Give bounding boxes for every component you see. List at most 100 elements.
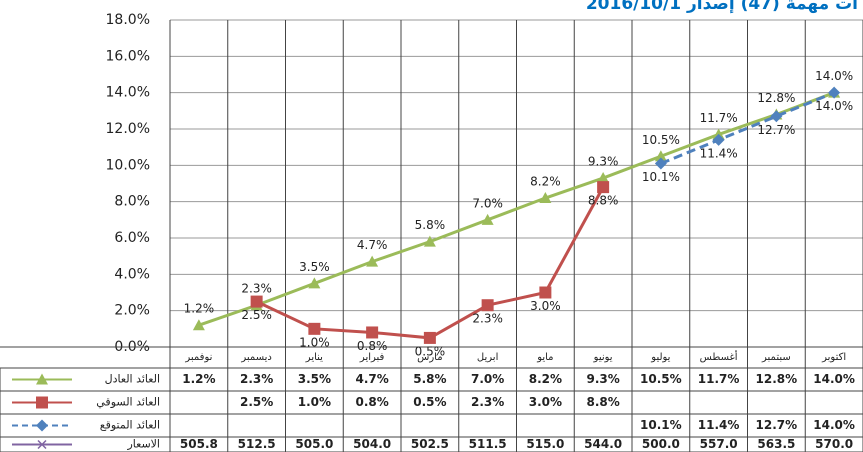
point	[250, 295, 263, 308]
data-label: 2.3%	[472, 312, 503, 326]
table-cell: 544.0	[584, 437, 622, 451]
x-tick-label: مارس	[417, 352, 442, 363]
y-tick-label: 12.0%	[106, 121, 150, 137]
table-cell: 7.0%	[471, 372, 504, 386]
table-cell: 0.5%	[413, 395, 446, 409]
legend-label: العائد العادل	[105, 373, 160, 386]
table-cell: 10.5%	[640, 372, 682, 386]
legend-marker	[37, 439, 47, 450]
point	[366, 326, 379, 339]
table-cell: 1.0%	[298, 395, 331, 409]
x-tick-label: أغسطس	[700, 350, 738, 363]
y-tick-label: 6.0%	[114, 230, 150, 246]
legend-label: الاسعار	[126, 438, 160, 451]
data-label: 12.7%	[757, 123, 795, 137]
chart-title: ات مهمة (47) إصدار 2016/10/1	[586, 0, 858, 14]
point	[654, 150, 667, 162]
table-cell: 570.0	[815, 437, 853, 451]
data-label: 14.0%	[815, 69, 853, 83]
point	[770, 110, 783, 123]
data-label: 3.0%	[530, 299, 561, 313]
data-label: 0.5%	[415, 344, 446, 358]
data-label: 9.3%	[588, 155, 619, 169]
y-tick-label: 16.0%	[106, 48, 150, 64]
series-line	[198, 91, 835, 327]
data-label: 11.4%	[700, 146, 738, 160]
table-cell: 0.8%	[355, 395, 388, 409]
data-label: 1.0%	[299, 335, 330, 349]
data-label: 8.8%	[588, 194, 619, 208]
point	[423, 235, 436, 247]
y-tick-label: 8.0%	[114, 194, 150, 210]
table-cell: 4.7%	[355, 372, 388, 386]
point	[423, 331, 436, 344]
table-cell: 5.8%	[413, 372, 446, 386]
y-tick-label: 4.0%	[114, 266, 150, 282]
table-cell: 3.5%	[298, 372, 331, 386]
point	[481, 299, 494, 312]
data-label: 10.5%	[642, 133, 680, 147]
point	[366, 255, 379, 267]
point	[192, 319, 205, 331]
data-label: 1.2%	[184, 302, 215, 316]
data-label: 5.8%	[415, 218, 446, 232]
table-cell: 500.0	[642, 437, 680, 451]
data-label: 4.7%	[357, 238, 388, 252]
data-label: 3.5%	[299, 260, 330, 274]
table-cell: 10.1%	[640, 418, 682, 432]
table-cell: 9.3%	[586, 372, 619, 386]
data-label: 7.0%	[472, 196, 503, 210]
table-cell: 8.2%	[529, 372, 562, 386]
point	[308, 277, 321, 289]
x-tick-label: ديسمبر	[240, 352, 271, 363]
x-tick-label: يونيو	[593, 352, 613, 363]
table-cell: 2.5%	[240, 395, 273, 409]
x-tick-label: مايو	[536, 352, 553, 363]
legend-label: العائد المتوقع	[100, 419, 160, 432]
data-label: 2.5%	[241, 308, 272, 322]
table-cell: 502.5	[411, 437, 449, 451]
x-tick-label: اكتوبر	[821, 352, 846, 363]
x-tick-label: فبراير	[359, 352, 385, 363]
table-cell: 504.0	[353, 437, 391, 451]
table-cell: 8.8%	[586, 395, 619, 409]
data-label: 11.7%	[700, 111, 738, 125]
point	[539, 286, 552, 299]
x-tick-label: ابريل	[477, 352, 498, 363]
table-cell: 505.0	[295, 437, 333, 451]
legend-label: العائد السوقي	[96, 396, 160, 409]
table-cell: 515.0	[526, 437, 564, 451]
data-label: 2.3%	[241, 282, 272, 296]
point	[712, 133, 725, 146]
legend-marker	[36, 396, 48, 409]
data-label: 10.1%	[642, 170, 680, 184]
table-cell: 3.0%	[529, 395, 562, 409]
table-cell: 12.7%	[756, 418, 798, 432]
series-line	[660, 91, 835, 165]
legend-marker	[36, 373, 48, 385]
table-cell: 14.0%	[813, 418, 855, 432]
table-cell: 512.5	[238, 437, 276, 451]
point	[481, 213, 494, 225]
point	[308, 322, 321, 335]
data-label: 14.0%	[815, 99, 853, 113]
point	[828, 86, 841, 99]
y-tick-label: 10.0%	[106, 157, 150, 173]
x-tick-label: يناير	[305, 352, 323, 363]
table-cell: 11.4%	[698, 418, 740, 432]
y-tick-label: 2.0%	[114, 303, 150, 319]
x-tick-label: سبتمبر	[761, 352, 791, 363]
y-tick-label: 18.0%	[106, 12, 150, 28]
table-cell: 563.5	[757, 437, 795, 451]
x-tick-label: نوفمبر	[184, 352, 212, 363]
table-cell: 2.3%	[471, 395, 504, 409]
table-cell: 505.8	[180, 437, 218, 451]
table-cell: 2.3%	[240, 372, 273, 386]
table-cell: 11.7%	[698, 372, 740, 386]
table-cell: 511.5	[469, 437, 507, 451]
x-tick-label: يوليو	[650, 352, 670, 363]
point	[597, 172, 610, 184]
point	[539, 192, 552, 204]
legend-marker	[36, 419, 48, 432]
